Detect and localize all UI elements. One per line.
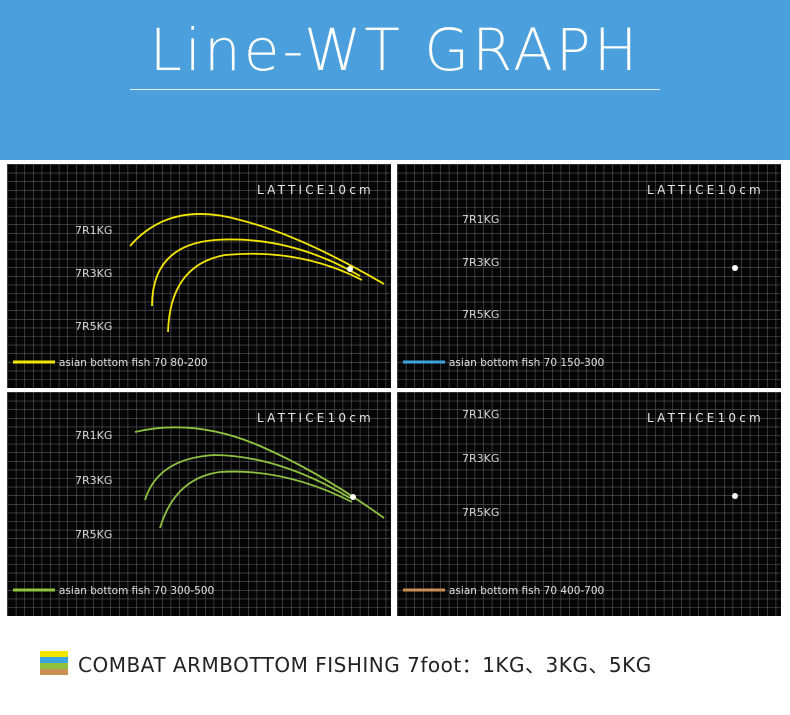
series-line-7r3kg — [151, 238, 361, 307]
series-line-7r5kg — [159, 470, 353, 529]
series-line-7r1kg — [134, 426, 385, 519]
series-line-7r5kg — [167, 252, 363, 333]
legend-label: asian bottom fish 70 150-300 — [449, 357, 604, 369]
chart-grid — [7, 392, 391, 616]
footer-text: COMBAT ARMBOTTOM FISHING 7foot：1KG、3KG、5… — [78, 652, 652, 677]
swatch-band-green — [40, 663, 68, 669]
chart-svg-2: LATTICE10cm 7R1KG 7R3KG 7R5KG asian bottom f… — [397, 164, 781, 388]
series-label-7r1kg: 7R1KG — [462, 408, 499, 421]
series-label-7r5kg: 7R5KG — [462, 308, 499, 321]
chart-panel-2: LATTICE10cm 7R1KG 7R3KG 7R5KG asian bottom f… — [397, 164, 781, 388]
legend-label: asian bottom fish 70 300-500 — [59, 585, 214, 597]
rod-tip-marker — [350, 494, 356, 500]
series-label-7r5kg: 7R5KG — [75, 528, 112, 541]
series-label-7r1kg: 7R1KG — [462, 213, 499, 226]
chart-panel-1: LATTICE10cm 7R1KG 7R3KG 7R5KG asian bottom f… — [7, 164, 391, 388]
footer-caption: COMBAT ARMBOTTOM FISHING 7foot：1KG、3KG、5… — [40, 650, 652, 677]
rod-tip-marker — [732, 493, 738, 499]
swatch-band-tan — [40, 669, 68, 675]
legend-label: asian bottom fish 70 80-200 — [59, 357, 208, 369]
chart-panel-3: LATTICE10cm 7R1KG 7R3KG 7R5KG asian bottom f… — [7, 392, 391, 616]
swatch-band-blue — [40, 657, 68, 663]
color-swatch-icon — [40, 651, 68, 675]
chart-grid — [7, 164, 391, 388]
header-banner: Line-WT GRAPH — [0, 0, 790, 160]
chart-grid — [397, 392, 781, 616]
series-label-7r3kg: 7R3KG — [462, 452, 499, 465]
rod-tip-marker — [347, 266, 353, 272]
grid-scale-label: LATTICE10cm — [647, 183, 764, 197]
series-line-7r1kg — [129, 213, 385, 285]
grid-scale-label: LATTICE10cm — [257, 183, 374, 197]
grid-scale-label: LATTICE10cm — [257, 411, 374, 425]
chart-panel-4: LATTICE10cm 7R1KG 7R3KG 7R5KG asian bottom f… — [397, 392, 781, 616]
swatch-band-yellow — [40, 651, 68, 657]
series-label-7r5kg: 7R5KG — [75, 320, 112, 333]
chart-svg-4: LATTICE10cm 7R1KG 7R3KG 7R5KG asian bottom f… — [397, 392, 781, 616]
series-label-7r5kg: 7R5KG — [462, 506, 499, 519]
title-underline — [130, 89, 660, 90]
series-line-7r3kg — [144, 454, 351, 501]
grid-scale-label: LATTICE10cm — [647, 411, 764, 425]
series-label-7r3kg: 7R3KG — [75, 474, 112, 487]
rod-tip-marker — [732, 265, 738, 271]
series-label-7r3kg: 7R3KG — [462, 256, 499, 269]
legend-label: asian bottom fish 70 400-700 — [449, 585, 604, 597]
series-label-7r1kg: 7R1KG — [75, 224, 112, 237]
series-label-7r3kg: 7R3KG — [75, 267, 112, 280]
chart-svg-1: LATTICE10cm 7R1KG 7R3KG 7R5KG asian bottom f… — [7, 164, 391, 388]
chart-svg-3: LATTICE10cm 7R1KG 7R3KG 7R5KG asian bottom f… — [7, 392, 391, 616]
page-title: Line-WT GRAPH — [149, 16, 641, 84]
series-label-7r1kg: 7R1KG — [75, 429, 112, 442]
chart-grid — [397, 164, 781, 388]
